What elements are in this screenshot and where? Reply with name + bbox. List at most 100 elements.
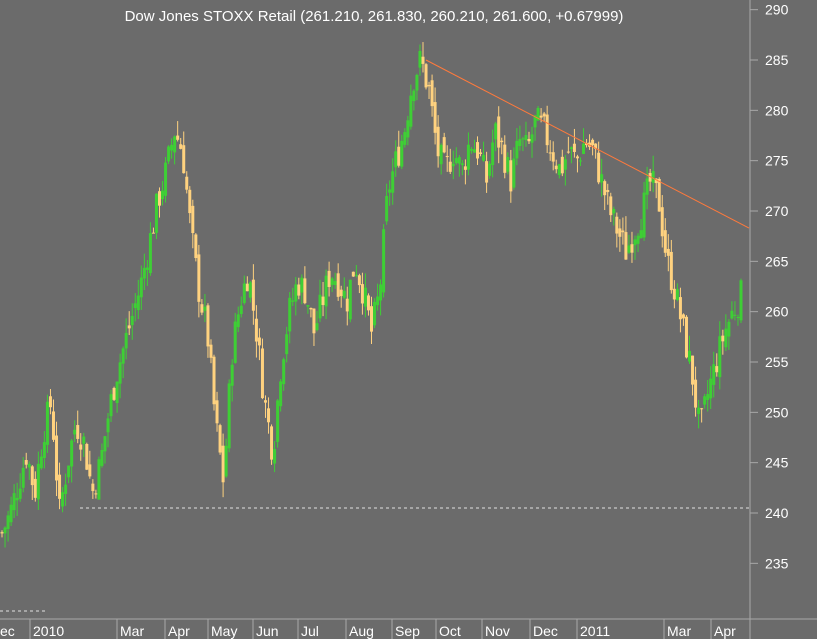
candle-down bbox=[630, 244, 634, 253]
candle-up bbox=[569, 147, 573, 150]
candle-down bbox=[33, 478, 37, 498]
y-tick-label: 250 bbox=[765, 404, 789, 420]
y-tick-label: 285 bbox=[765, 52, 789, 68]
candle-down bbox=[200, 304, 204, 313]
candle-up bbox=[170, 144, 174, 151]
candle-up bbox=[294, 284, 298, 302]
candle-up bbox=[279, 381, 283, 407]
candle-up bbox=[530, 134, 534, 143]
candle-up bbox=[61, 492, 65, 507]
candle-up bbox=[582, 143, 586, 154]
candle-up bbox=[103, 436, 107, 452]
candle-down bbox=[621, 230, 625, 233]
candle-down bbox=[182, 145, 186, 174]
candle-up bbox=[515, 140, 519, 159]
candle-down bbox=[554, 165, 558, 170]
candle-down bbox=[151, 232, 155, 234]
candle-down bbox=[206, 305, 210, 347]
candle-up bbox=[524, 135, 528, 140]
candle-up bbox=[406, 120, 410, 138]
candle-down bbox=[157, 191, 161, 206]
candle-up bbox=[709, 378, 713, 399]
candle-down bbox=[197, 254, 201, 302]
candle-up bbox=[636, 235, 640, 244]
candle-down bbox=[609, 196, 613, 216]
x-tick-label: 2011 bbox=[580, 623, 610, 639]
candle-down bbox=[357, 275, 361, 286]
candle-up bbox=[45, 401, 49, 445]
candle-up bbox=[124, 332, 128, 349]
candle-down bbox=[615, 216, 619, 234]
candle-down bbox=[188, 189, 192, 214]
candle-down bbox=[55, 435, 59, 481]
candle-down bbox=[442, 137, 446, 153]
candle-down bbox=[245, 283, 249, 292]
candle-down bbox=[684, 316, 688, 358]
candle-up bbox=[342, 290, 346, 298]
candle-up bbox=[15, 497, 19, 501]
x-tick-label: Jun bbox=[256, 623, 279, 639]
candle-down bbox=[654, 178, 658, 184]
candle-down bbox=[648, 172, 652, 182]
candle-up bbox=[391, 171, 395, 193]
candle-up bbox=[379, 284, 383, 301]
candle-up bbox=[460, 163, 464, 166]
candle-down bbox=[218, 425, 222, 453]
candle-up bbox=[388, 189, 392, 193]
candle-up bbox=[73, 429, 77, 435]
candle-up bbox=[400, 140, 404, 167]
candle-down bbox=[606, 189, 610, 193]
candle-down bbox=[424, 64, 428, 88]
candle-up bbox=[330, 278, 334, 285]
candle-up bbox=[739, 280, 743, 321]
y-tick-label: 235 bbox=[765, 555, 789, 571]
x-tick-label: Oct bbox=[439, 623, 461, 639]
candle-up bbox=[70, 440, 74, 467]
candle-up bbox=[36, 463, 40, 500]
candle-down bbox=[448, 161, 452, 172]
candle-up bbox=[97, 459, 101, 500]
candle-up bbox=[651, 171, 655, 183]
candle-up bbox=[518, 139, 522, 147]
candle-down bbox=[185, 176, 189, 190]
y-tick-label: 280 bbox=[765, 102, 789, 118]
candle-up bbox=[230, 364, 234, 386]
candle-down bbox=[597, 152, 601, 183]
candle-up bbox=[394, 151, 398, 168]
candle-down bbox=[267, 408, 271, 423]
candle-up bbox=[324, 275, 328, 307]
x-tick-label: Apr bbox=[714, 623, 736, 639]
candle-down bbox=[509, 160, 513, 192]
x-tick-label: Sep bbox=[395, 623, 420, 639]
candle-up bbox=[106, 418, 110, 433]
candle-up bbox=[706, 394, 710, 401]
candle-down bbox=[700, 408, 704, 410]
candle-up bbox=[472, 149, 476, 153]
candle-down bbox=[366, 295, 370, 311]
candle-up bbox=[315, 323, 319, 331]
candle-up bbox=[718, 336, 722, 378]
candle-down bbox=[0, 532, 4, 534]
candle-up bbox=[109, 394, 113, 417]
candle-down bbox=[694, 379, 698, 408]
candle-down bbox=[351, 271, 355, 277]
candle-up bbox=[67, 465, 71, 478]
chart-title: Dow Jones STOXX Retail (261.210, 261.830… bbox=[125, 8, 624, 25]
candle-down bbox=[575, 156, 579, 159]
candle-down bbox=[594, 143, 598, 149]
candle-up bbox=[454, 158, 458, 164]
candle-up bbox=[703, 396, 707, 405]
candle-up bbox=[273, 449, 277, 464]
x-tick-label: Aug bbox=[349, 623, 374, 639]
candle-down bbox=[257, 337, 261, 346]
candle-up bbox=[712, 364, 716, 385]
candle-down bbox=[270, 426, 274, 460]
candle-up bbox=[639, 230, 643, 239]
candle-up bbox=[288, 297, 292, 332]
candle-up bbox=[239, 305, 243, 314]
candle-up bbox=[248, 282, 252, 298]
candle-up bbox=[382, 229, 386, 293]
candle-up bbox=[354, 274, 358, 276]
candle-up bbox=[533, 115, 537, 128]
candle-down bbox=[542, 113, 546, 117]
